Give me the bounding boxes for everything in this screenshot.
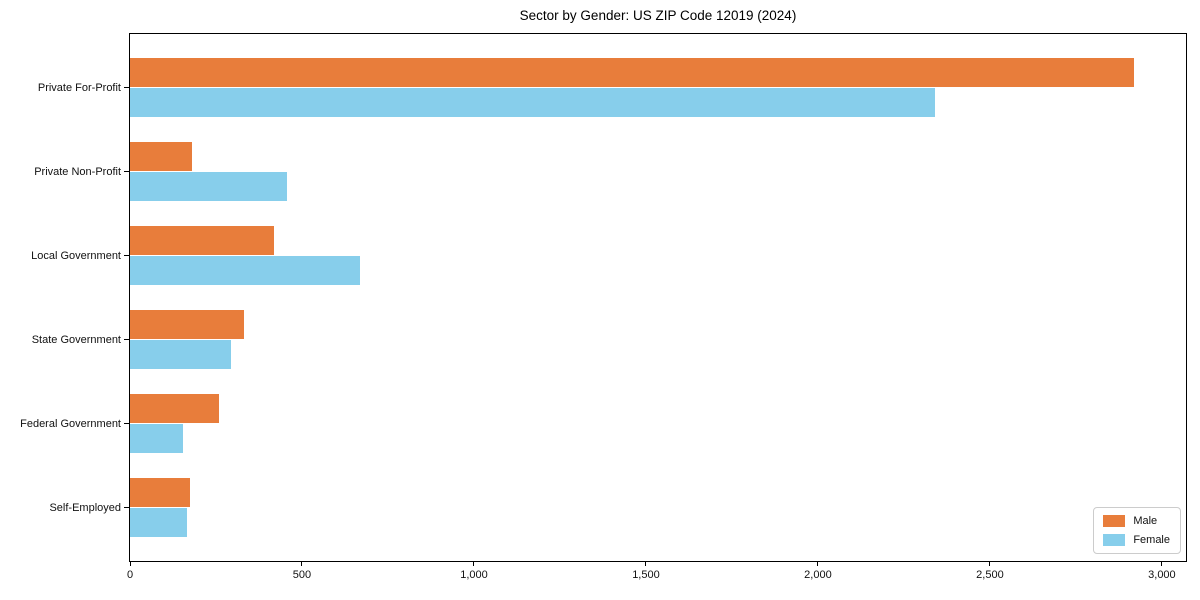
legend-item-female: Female <box>1103 534 1170 546</box>
bar-female-5 <box>130 508 187 537</box>
y-axis-tick <box>124 507 129 508</box>
legend-label-male: Male <box>1133 515 1158 527</box>
x-axis-tick <box>301 562 303 566</box>
x-axis-tick-label: 2,500 <box>976 569 1004 581</box>
x-axis-tick-label: 1,000 <box>460 569 488 581</box>
bar-male-1 <box>130 142 192 171</box>
y-axis-tick <box>124 339 129 340</box>
y-axis-category-label: State Government <box>31 333 121 346</box>
x-axis-tick <box>645 562 647 566</box>
bar-female-3 <box>130 340 231 369</box>
bar-male-4 <box>130 394 219 423</box>
x-axis-tick-label: 0 <box>126 569 134 581</box>
y-axis-tick <box>124 255 129 256</box>
bar-female-2 <box>130 256 360 285</box>
x-axis-tick <box>817 562 819 566</box>
bar-male-0 <box>130 58 1134 87</box>
y-axis-category-label: Private For-Profit <box>37 81 121 94</box>
x-axis-tick-label: 2,000 <box>804 569 832 581</box>
bar-male-5 <box>130 478 190 507</box>
x-axis-tick <box>1161 562 1163 566</box>
y-axis-category-label: Local Government <box>31 249 121 262</box>
chart-title: Sector by Gender: US ZIP Code 12019 (202… <box>519 8 797 23</box>
plot-area: Male Female Private For-Profit Private No… <box>20 33 1187 581</box>
legend-swatch-male-icon <box>1103 515 1126 527</box>
x-axis-tick-label: 500 <box>292 569 312 581</box>
y-axis-category-label: Private Non-Profit <box>34 165 121 178</box>
legend-swatch-female-icon <box>1103 534 1126 546</box>
y-axis-category-label: Self-Employed <box>49 501 121 514</box>
x-axis-tick-label: 1,500 <box>632 569 660 581</box>
y-axis-category-label: Federal Government <box>20 417 121 430</box>
x-axis-tick <box>989 562 991 566</box>
legend-label-female: Female <box>1133 534 1170 546</box>
legend-item-male: Male <box>1103 515 1170 527</box>
bar-male-2 <box>130 226 274 255</box>
y-axis-tick <box>124 423 129 424</box>
y-axis-tick <box>124 171 129 172</box>
bar-female-4 <box>130 424 183 453</box>
x-axis-tick <box>129 562 131 566</box>
y-axis-tick <box>124 87 129 88</box>
bar-female-1 <box>130 172 287 201</box>
x-axis-tick-label: 3,000 <box>1148 569 1176 581</box>
x-axis-tick <box>473 562 475 566</box>
bar-male-3 <box>130 310 244 339</box>
bar-female-0 <box>130 88 935 117</box>
legend: Male Female <box>1093 507 1181 554</box>
